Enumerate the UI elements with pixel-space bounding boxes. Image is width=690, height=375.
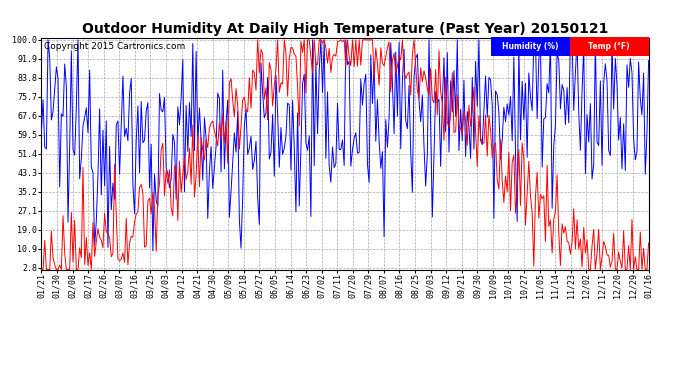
Title: Outdoor Humidity At Daily High Temperature (Past Year) 20150121: Outdoor Humidity At Daily High Temperatu… [82, 22, 608, 36]
Text: Copyright 2015 Cartronics.com: Copyright 2015 Cartronics.com [44, 42, 186, 51]
Bar [491, 38, 570, 56]
Text: Humidity (%): Humidity (%) [502, 42, 558, 51]
Text: Temp (°F): Temp (°F) [589, 42, 630, 51]
Bar [570, 38, 649, 56]
